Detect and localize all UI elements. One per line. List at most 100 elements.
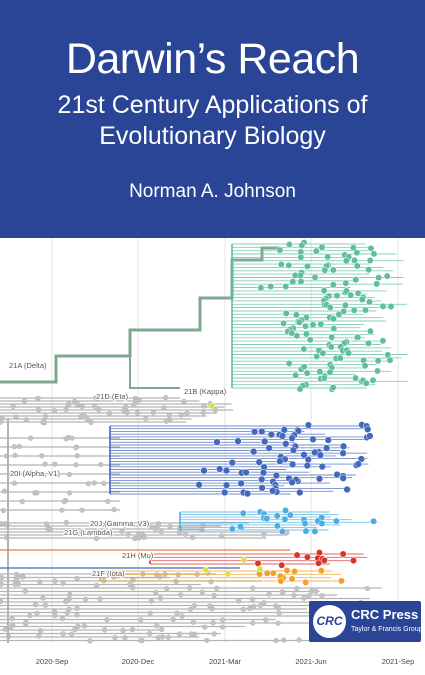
background-tip: [176, 529, 183, 536]
background-tip: [8, 624, 14, 630]
clade-tip: [326, 304, 334, 311]
background-tip: [21, 398, 28, 404]
book-subtitle: 21st Century Applications of Evolutionar…: [0, 90, 425, 152]
clade-label: 21H (Mu): [122, 551, 154, 560]
background-tip: [236, 598, 242, 604]
background-tip: [208, 579, 214, 585]
background-tip: [79, 507, 85, 513]
clade-tip: [292, 371, 300, 379]
background-tip: [88, 419, 94, 426]
background-tip: [42, 602, 49, 608]
clade-tip: [289, 446, 298, 454]
background-tip: [32, 602, 39, 608]
clade-tip: [316, 368, 324, 376]
clade-tip: [339, 474, 347, 482]
clade-tip: [329, 384, 337, 392]
clade-tip: [300, 451, 308, 459]
clade-tip: [370, 517, 378, 525]
clade-tip: [255, 458, 263, 466]
background-tip: [122, 522, 128, 528]
background-tip: [73, 445, 79, 451]
background-tip: [178, 412, 184, 418]
background-tip: [294, 585, 300, 592]
clade-tip: [276, 457, 284, 465]
publisher-group: Taylor & Francis Group: [351, 626, 423, 633]
clade-label: 21D (Eta): [96, 392, 129, 401]
clade-tip: [269, 569, 277, 577]
background-tip: [37, 628, 44, 634]
clade-tip: [304, 455, 312, 464]
background-tip: [75, 623, 81, 629]
background-tip: [158, 529, 164, 535]
background-tip: [143, 416, 149, 422]
clade-tip: [258, 475, 266, 484]
background-tip: [60, 580, 66, 587]
clade-tip: [350, 557, 357, 565]
clade-tip: [324, 253, 332, 261]
background-tip: [266, 591, 272, 597]
background-tip: [11, 480, 18, 486]
background-tip: [210, 620, 216, 626]
background-tip: [291, 592, 297, 598]
clade-group: [231, 243, 408, 389]
background-tip: [187, 585, 193, 591]
background-tip: [309, 588, 315, 594]
background-tip: [134, 410, 141, 416]
highlight-tip: [224, 570, 232, 578]
background-tip: [181, 398, 187, 405]
clade-tip: [311, 273, 319, 281]
subtitle-line-2: Evolutionary Biology: [99, 122, 326, 150]
background-tip: [40, 595, 46, 601]
clade-tip: [367, 244, 375, 252]
clade-tip: [250, 447, 258, 456]
clade-tip: [383, 272, 391, 280]
clade-tip: [301, 520, 309, 527]
background-tip: [147, 630, 153, 637]
background-tip: [275, 605, 281, 611]
clade-tip: [277, 261, 285, 268]
background-tip: [0, 419, 3, 425]
clade-tip: [285, 261, 293, 269]
background-tip: [125, 531, 131, 537]
background-tip: [12, 452, 18, 458]
background-tip: [164, 586, 170, 592]
background-tip: [59, 616, 66, 622]
background-tip: [201, 403, 207, 409]
clade-tip: [329, 281, 337, 289]
clade-tip: [195, 481, 203, 489]
background-tip: [74, 400, 80, 406]
background-tip: [93, 535, 100, 542]
background-tip: [35, 407, 42, 413]
background-tip: [214, 585, 220, 592]
clade-tip: [311, 527, 319, 535]
background-tip: [133, 398, 139, 404]
background-tip: [21, 471, 27, 477]
background-tip: [52, 578, 58, 584]
background-tip: [87, 638, 93, 644]
background-tip: [153, 526, 159, 532]
background-tip: [202, 624, 208, 630]
clade-tip: [222, 466, 231, 475]
background-tip: [34, 490, 40, 496]
background-tip: [72, 627, 78, 633]
clade-tip: [354, 460, 362, 468]
clade-tip: [254, 559, 262, 567]
clade-tip: [265, 444, 273, 452]
clade-tip: [321, 266, 329, 274]
background-tip: [68, 631, 75, 637]
background-tip: [173, 578, 179, 585]
clade-tip: [273, 522, 281, 530]
background-tip: [59, 507, 65, 513]
book-title: Darwin’s Reach: [65, 35, 360, 83]
clade-tip: [315, 559, 323, 567]
background-tip: [112, 635, 118, 641]
clade-tip: [358, 296, 366, 304]
background-tip: [0, 507, 7, 514]
clade-tip: [347, 291, 355, 299]
clade-tip: [282, 283, 290, 290]
clade-tip: [349, 244, 357, 252]
clade-tip: [332, 517, 340, 525]
background-tip: [211, 631, 217, 637]
background-tip: [124, 410, 130, 416]
background-tip: [200, 410, 207, 416]
